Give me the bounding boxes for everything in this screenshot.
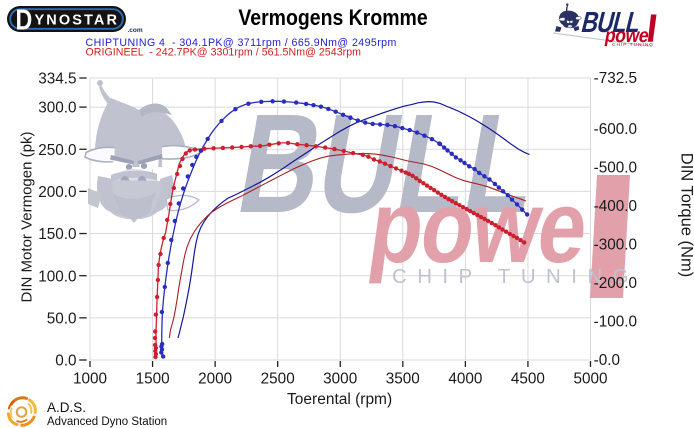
svg-text:300.0: 300.0: [38, 100, 76, 117]
svg-text:-300.0: -300.0: [594, 236, 637, 253]
svg-text:-200.0: -200.0: [594, 275, 637, 292]
svg-text:3500: 3500: [386, 370, 420, 387]
svg-text:5000: 5000: [573, 370, 607, 387]
svg-text:4000: 4000: [448, 370, 482, 387]
svg-text:DIN Torque (Nm): DIN Torque (Nm): [678, 153, 694, 277]
svg-text:powe: powe: [603, 25, 650, 47]
svg-text:4500: 4500: [511, 370, 545, 387]
svg-text:200.0: 200.0: [38, 184, 76, 201]
svg-text:CHIP TUNING: CHIP TUNING: [392, 265, 639, 288]
svg-text:ORIGINEEL - 242.7PK@ 3301rpm: ORIGINEEL - 242.7PK@ 3301rpm / 561.5Nm@ …: [86, 47, 362, 59]
svg-text:150.0: 150.0: [38, 226, 76, 243]
svg-text:.com: .com: [128, 27, 143, 34]
svg-text:-0.0: -0.0: [594, 352, 620, 369]
svg-text:-400.0: -400.0: [594, 198, 637, 215]
svg-text:CHIPTUNING 4 - 304.1PK@ 3711r: CHIPTUNING 4 - 304.1PK@ 3711rpm / 665.9N…: [86, 37, 397, 49]
svg-text:powe: powe: [363, 169, 594, 284]
svg-text:2500: 2500: [261, 370, 295, 387]
svg-text:334.5: 334.5: [38, 71, 76, 88]
svg-text:-500.0: -500.0: [594, 159, 637, 176]
svg-text:-100.0: -100.0: [594, 313, 637, 330]
svg-text:Vermogens Kromme: Vermogens Kromme: [238, 6, 427, 30]
svg-text:BULL: BULL: [578, 6, 644, 39]
svg-text:250.0: 250.0: [38, 142, 76, 159]
svg-text:YNOSTAR: YNOSTAR: [35, 13, 120, 29]
svg-text:2000: 2000: [198, 370, 232, 387]
svg-text:100.0: 100.0: [38, 268, 76, 285]
svg-text:1500: 1500: [136, 370, 170, 387]
svg-text:Advanced Dyno Station: Advanced Dyno Station: [47, 416, 167, 428]
svg-text:3000: 3000: [323, 370, 357, 387]
svg-text:1000: 1000: [73, 370, 107, 387]
svg-text:-600.0: -600.0: [594, 121, 637, 138]
svg-text:Toerental (rpm): Toerental (rpm): [287, 391, 392, 408]
svg-text:D: D: [16, 3, 33, 36]
svg-text:CHIP TUNING: CHIP TUNING: [612, 42, 654, 48]
svg-text:-732.5: -732.5: [594, 70, 637, 87]
svg-text:A.D.S.: A.D.S.: [47, 400, 86, 415]
svg-text:DIN Motor Vermogen (pk): DIN Motor Vermogen (pk): [19, 132, 36, 303]
svg-text:50.0: 50.0: [47, 310, 77, 327]
svg-text:0.0: 0.0: [55, 353, 76, 370]
